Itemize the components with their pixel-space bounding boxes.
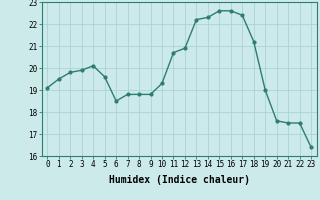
- X-axis label: Humidex (Indice chaleur): Humidex (Indice chaleur): [109, 175, 250, 185]
